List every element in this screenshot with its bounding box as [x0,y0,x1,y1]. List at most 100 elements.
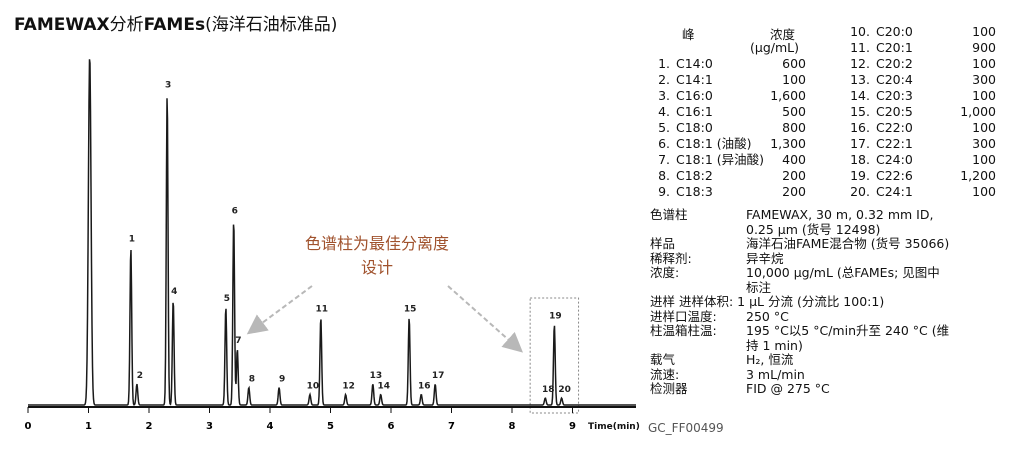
peak-name: C20:0 [876,24,913,39]
peak-table-row: 19. C22:6 1,200 [848,168,996,184]
peak-label: 19 [549,312,562,322]
condition-sample: 样品 海洋石油FAME混合物 (货号 35066) [650,236,950,251]
peak-concentration: 1,000 [960,104,996,119]
condition-detector: 检测器 FID @ 275 °C [650,381,830,396]
peak-name: C24:0 [876,152,913,167]
peak-label: 20 [558,385,571,395]
peak-name: C20:1 [876,40,913,55]
x-tick-label: 5 [327,421,334,432]
peak-table-row: 9. C18:3 200 [650,184,806,200]
peak-name: C20:5 [876,104,913,119]
peak-number: 17. [850,136,870,151]
peak-table-row: 1. C14:0 600 [650,56,806,72]
peak-label: 16 [418,382,431,392]
peak-label: 10 [307,382,320,392]
peak-table-row: 12. C20:2 100 [848,56,996,72]
peak-table-header-peak: 峰 [682,27,695,42]
peak-label: 15 [404,305,417,315]
peak-table-row: 11. C20:1 900 [848,40,996,56]
peak-table-header-conc: 浓度 [770,27,796,42]
peak-table-right: 10. C20:0 100 11. C20:1 900 12. C20:2 100 13. C20:… [848,24,996,200]
peak-table-row: 10. C20:0 100 [848,24,996,40]
peak-label: 9 [279,375,285,385]
condition-carrier: 载气 H₂, 恒流 [650,352,794,367]
callout-arrow-left [246,285,313,335]
peak-name: C22:6 [876,168,913,183]
peak-number: 13. [850,72,870,87]
peak-number: 12. [850,56,870,71]
peak-table-left: 1. C14:0 600 2. C14:1 100 3. C16:0 1,600 4. C16:1 5… [650,56,806,200]
peak-number: 19. [850,168,870,183]
peak-name: C22:1 [876,136,913,151]
peak-name: C18:2 [676,168,713,183]
peak-label: 1 [129,235,135,245]
peak-name: C22:0 [876,120,913,135]
peak-name: C20:2 [876,56,913,71]
peak-concentration: 500 [782,104,806,119]
peak-label: 5 [224,294,230,304]
peak-number: 2. [658,72,670,87]
peak-concentration: 100 [972,152,996,167]
peak-number: 8. [658,168,670,183]
peak-concentration: 100 [782,72,806,87]
peak-name: C20:4 [876,72,913,87]
peak-name: C18:0 [676,120,713,135]
condition-column: 色谱柱 FAMEWAX, 30 m, 0.32 mm ID, 0.25 µm (货… [650,207,934,237]
x-tick-label: 7 [448,421,455,432]
peak-number: 11. [850,40,870,55]
peak-table-row: 6. C18:1 (油酸) 1,300 [650,136,806,152]
peak-concentration: 300 [972,72,996,87]
title-column-name: FAMEWAX [14,15,110,35]
peak-number: 14. [850,88,870,103]
peak-table-row: 20. C24:1 100 [848,184,996,200]
peak-name: C20:3 [876,88,913,103]
peak-label: 8 [249,375,255,385]
peak-table-row: 5. C18:0 800 [650,120,806,136]
peak-label: 13 [370,371,383,381]
highlight-box [529,297,580,414]
peak-concentration: 200 [782,168,806,183]
peak-concentration: 1,600 [770,88,806,103]
condition-inlet-temp: 进样口温度: 250 °C [650,308,789,324]
peak-concentration: 600 [782,56,806,71]
peak-number: 20. [850,184,870,199]
peak-label: 3 [165,81,171,91]
peak-number: 10. [850,24,870,39]
condition-concentration: 浓度: 10,000 µg/mL (总FAMEs; 见图中标注 [650,265,940,295]
x-tick-label: 3 [206,421,213,432]
peak-table-row: 18. C24:0 100 [848,152,996,168]
peak-concentration: 1,200 [960,168,996,183]
peak-name: C18:1 (异油酸) [676,152,765,167]
x-tick-label: 2 [146,421,153,432]
condition-oven: 柱温箱柱温: 195 °C以5 °C/min升至 240 °C (维持 1 min… [650,323,950,353]
x-tick-label: 4 [267,421,274,432]
peak-label: 17 [432,371,445,381]
peak-number: 16. [850,120,870,135]
peak-name: C14:1 [676,72,713,87]
condition-injection: 进样 进样体积: 1 µL 分流 (分流比 100:1) [650,294,885,309]
peak-table-row: 2. C14:1 100 [650,72,806,88]
chromatogram-trace [28,59,636,406]
peak-table-row: 16. C22:0 100 [848,120,996,136]
x-tick-label: 8 [509,421,516,432]
peak-table-row: 13. C20:4 300 [848,72,996,88]
peak-name: C18:3 [676,184,713,199]
peak-concentration: 100 [972,24,996,39]
page-title: FAMEWAX分析FAMEs(海洋石油标准品) [14,10,337,35]
title-analyte: FAMEs [143,15,206,35]
x-axis-title: Time(min) [588,422,640,432]
title-sample: (海洋石油标准品) [205,15,338,35]
column-callout: 色谱柱为最佳分离度 设计 [272,232,482,280]
peak-name: C24:1 [876,184,913,199]
peak-name: C16:0 [676,88,713,103]
peak-concentration: 100 [972,120,996,135]
peak-concentration: 100 [972,88,996,103]
peak-label: 2 [137,371,143,381]
x-tick-label: 9 [569,421,576,432]
condition-flow: 流速: 3 mL/min [650,366,805,382]
peak-concentration: 1,300 [770,136,806,151]
callout-line-1: 色谱柱为最佳分离度 [304,234,449,253]
peak-table-row: 15. C20:5 1,000 [848,104,996,120]
peak-name: C18:1 (油酸) [676,136,752,151]
